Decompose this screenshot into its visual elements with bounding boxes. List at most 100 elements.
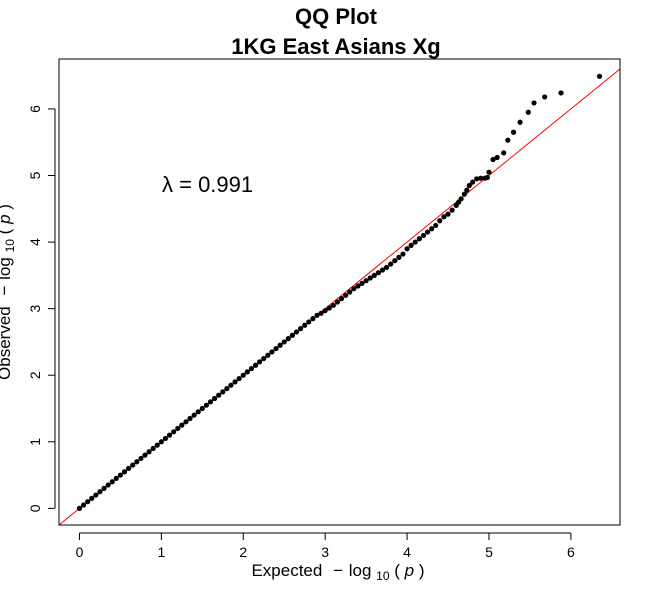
data-point [429,226,435,232]
data-point [400,251,406,257]
data-point [93,492,99,498]
data-point [490,156,496,163]
data-point [302,322,308,328]
data-point [297,326,304,332]
data-point [326,305,332,311]
data-point [484,174,490,181]
data-point [261,355,267,362]
plot-frame [58,58,621,526]
data-point [236,375,242,382]
data-point [445,211,451,217]
y-tick-label: 1 [27,438,43,446]
data-point [171,429,177,435]
x-tick-label: 6 [567,544,575,560]
data-point [441,214,447,220]
x-axis-title-log: log [349,561,372,580]
y-tick-label: 0 [27,504,43,512]
data-point [269,349,275,355]
data-point [416,236,422,242]
y-axis-title-minus: − [0,286,14,296]
data-point [542,94,548,100]
x-axis: 0 1 2 3 4 5 6 [76,532,575,560]
data-point [371,272,377,278]
data-point [289,332,296,338]
y-axis-title-prefix: Observed [0,306,14,380]
data-point [343,292,349,298]
y-axis-title-var: p [0,214,14,224]
data-point [80,502,87,508]
y-axis: 0 1 2 3 4 5 6 [27,105,56,512]
data-point [334,299,341,305]
x-axis-title-prefix: Expected [251,561,322,580]
data-point [318,310,324,316]
y-axis-title-base: 10 [3,239,17,253]
x-axis-title: Expected − log 10 ( p ) [251,561,424,584]
data-point [203,402,210,408]
data-point [478,175,484,181]
data-point [330,302,336,308]
data-point [351,286,357,292]
data-point [464,187,470,193]
data-point [273,345,279,352]
data-point [97,489,103,495]
chart-subtitle: 1KG East Asians Xg [231,34,440,59]
data-point [105,482,111,488]
data-point [596,73,603,79]
data-point [240,372,246,378]
data-point [183,419,189,425]
y-tick-label: 2 [27,371,43,379]
x-tick-label: 1 [157,544,165,560]
data-point [121,469,128,475]
y-tick-label: 3 [27,305,43,313]
x-tick-label: 3 [321,544,329,560]
data-point [486,169,492,175]
data-point [404,246,410,252]
data-point [154,442,160,448]
x-tick-label: 2 [239,544,247,560]
data-point [257,359,263,365]
data-point [89,495,95,501]
data-point [85,499,91,505]
data-point [117,472,124,478]
data-point [166,432,173,438]
data-point [191,412,197,418]
data-point [412,239,418,245]
y-axis-title-open: ( [0,228,14,234]
data-point [150,445,156,452]
data-point [363,278,369,284]
data-point [494,154,500,161]
data-point [162,435,169,442]
data-point [142,452,148,458]
data-point [306,319,312,325]
data-point [449,207,455,213]
data-point [525,109,531,115]
data-point [322,308,328,314]
data-point [175,425,181,432]
data-point [281,339,287,345]
data-point [146,449,152,455]
data-point [76,505,83,511]
data-point [232,379,238,385]
data-point [531,100,537,106]
data-point [458,196,464,202]
data-point [420,232,427,239]
data-point [101,485,107,491]
data-point [207,399,214,405]
y-tick-label: 5 [27,171,43,179]
data-point [277,342,283,348]
data-point [130,462,136,468]
x-axis-title-var: p [404,561,414,580]
data-point [367,275,373,281]
data-point [126,465,132,472]
data-point [244,369,250,375]
x-axis-title-close: ) [419,561,425,580]
y-axis-title: Observed − log 10 ( p ) [0,204,18,380]
y-tick-label: 4 [27,238,43,246]
data-point [424,229,431,235]
data-points-layer [76,73,603,511]
data-point [461,191,467,197]
data-point [433,222,439,229]
data-point [228,382,234,388]
data-point [510,129,517,135]
data-point [379,267,386,273]
